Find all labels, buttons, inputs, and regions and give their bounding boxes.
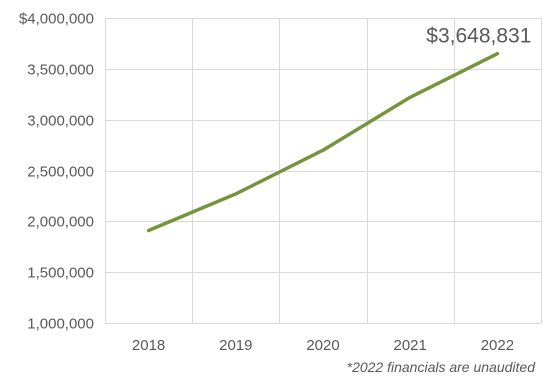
data-label-2022: $3,648,831 <box>426 25 531 48</box>
y-tick-label: 2,000,000 <box>27 214 94 231</box>
x-tick-label: 2021 <box>394 337 427 354</box>
y-tick-label: $4,000,000 <box>19 11 94 28</box>
x-tick-label: 2019 <box>219 337 252 354</box>
y-tick-label: 3,500,000 <box>27 62 94 79</box>
grid-layer <box>105 18 542 324</box>
label-layer: $3,648,831 <box>426 25 531 48</box>
x-tick-label: 2022 <box>481 337 514 354</box>
x-tick-label: 2018 <box>132 337 165 354</box>
chart-footnote: *2022 financials are unaudited <box>346 359 535 375</box>
series-layer <box>146 51 500 233</box>
y-tick-label: 3,000,000 <box>27 113 94 130</box>
y-tick-label: 1,000,000 <box>27 316 94 333</box>
axis-layer: 1,000,000 1,500,000 2,000,000 2,500,000 3,00… <box>19 11 514 355</box>
y-tick-label: 2,500,000 <box>27 164 94 181</box>
y-tick-label: 1,500,000 <box>27 265 94 282</box>
series-line <box>146 51 500 233</box>
x-tick-label: 2020 <box>306 337 339 354</box>
